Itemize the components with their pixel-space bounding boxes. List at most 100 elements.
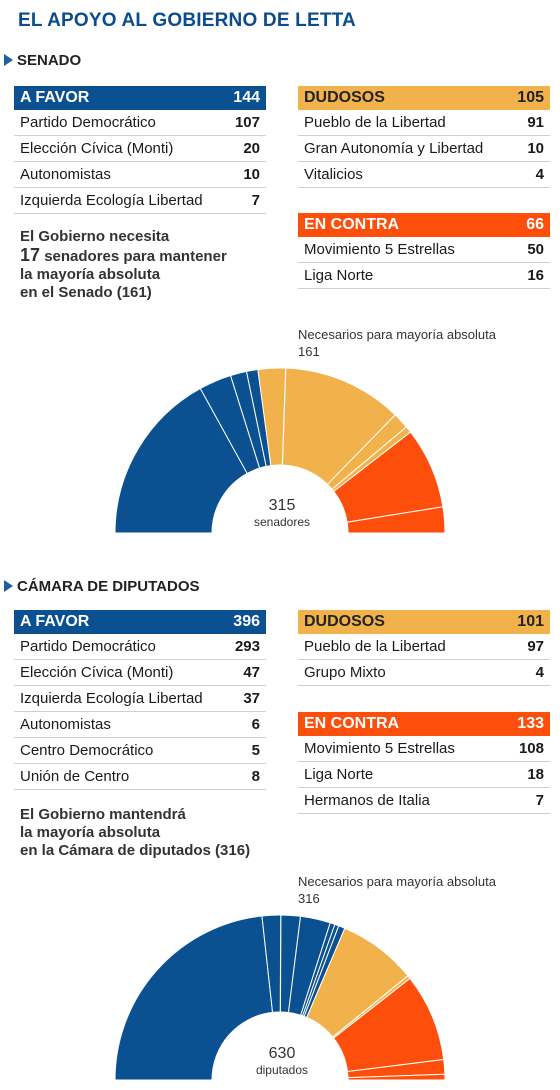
hemicycle-segment [347, 1073, 446, 1081]
majority-marker [281, 358, 287, 466]
senado-heading-label: SENADO [17, 52, 82, 69]
senado-contra-label: EN CONTRA [304, 216, 400, 233]
table-row: Pueblo de la Libertad 91 [298, 110, 550, 136]
needed-value: 316 [298, 891, 320, 906]
senado-favor-header: A FAVOR 144 [14, 86, 266, 110]
party-name: Vitalicios [304, 166, 363, 183]
senado-favor-label: A FAVOR [20, 89, 90, 106]
senado-unit: senadores [253, 515, 311, 529]
table-row: Izquierda Ecología Libertad 37 [14, 686, 266, 712]
table-row: Elección Cívica (Monti) 47 [14, 660, 266, 686]
party-seats: 20 [243, 140, 260, 157]
party-name: Unión de Centro [20, 768, 130, 785]
needed-label: Necesarios para mayoría absoluta [298, 874, 496, 889]
party-name: Hermanos de Italia [304, 792, 430, 809]
senado-dudosos-header: DUDOSOS 105 [298, 86, 550, 110]
camara-contra-header: EN CONTRA 133 [298, 712, 550, 736]
party-seats: 4 [535, 664, 544, 681]
table-row: Autonomistas 10 [14, 162, 266, 188]
senado-center: 315 senadores [222, 497, 342, 529]
party-name: Partido Democrático [20, 638, 156, 655]
party-seats: 7 [535, 792, 544, 809]
party-seats: 18 [527, 766, 544, 783]
party-seats: 50 [527, 241, 544, 258]
camara-favor-label: A FAVOR [20, 613, 90, 630]
senado-dudosos-label: DUDOSOS [304, 89, 385, 106]
senado-favor-total: 144 [233, 89, 260, 106]
note-line: en el Senado (161) [20, 284, 152, 301]
party-name: Gran Autonomía y Libertad [304, 140, 484, 157]
hemicycle-segment [114, 915, 274, 1081]
party-name: Movimiento 5 Estrellas [304, 241, 455, 258]
camara-dudosos-table: DUDOSOS 101 Pueblo de la Libertad 97 Grup… [298, 610, 550, 686]
camara-needed: Necesarios para mayoría absoluta 316 [298, 873, 496, 907]
senado-hemicycle [114, 358, 446, 534]
note-text: senadores para mantener [40, 248, 227, 265]
party-name: Autonomistas [20, 166, 111, 183]
needed-value: 161 [298, 344, 320, 359]
party-name: Movimiento 5 Estrellas [304, 740, 455, 757]
note-line: la mayoría absoluta [20, 824, 161, 841]
party-seats: 8 [251, 768, 260, 785]
camara-contra-total: 133 [517, 715, 544, 732]
camara-favor-total: 396 [233, 613, 260, 630]
party-seats: 7 [251, 192, 260, 209]
camara-note: El Gobierno mantendrá la mayoría absolut… [20, 806, 250, 860]
needed-label: Necesarios para mayoría absoluta [298, 327, 496, 342]
camara-heading: CÁMARA DE DIPUTADOS [4, 578, 200, 595]
table-row: Vitalicios 4 [298, 162, 550, 188]
camara-hemicycle [114, 905, 446, 1081]
table-row: Grupo Mixto 4 [298, 660, 550, 686]
table-row: Partido Democrático 107 [14, 110, 266, 136]
table-row: Centro Democrático 5 [14, 738, 266, 764]
camara-center: 630 diputados [222, 1045, 342, 1077]
majority-marker [279, 905, 282, 1013]
table-row: Partido Democrático 293 [14, 634, 266, 660]
party-seats: 16 [527, 267, 544, 284]
party-seats: 4 [535, 166, 544, 183]
note-line: El Gobierno mantendrá [20, 806, 186, 823]
senado-contra-table: EN CONTRA 66 Movimiento 5 Estrellas 50 Li… [298, 213, 550, 289]
party-seats: 97 [527, 638, 544, 655]
senado-dudosos-table: DUDOSOS 105 Pueblo de la Libertad 91 Gran… [298, 86, 550, 188]
camara-contra-table: EN CONTRA 133 Movimiento 5 Estrellas 108 … [298, 712, 550, 814]
party-name: Elección Cívica (Monti) [20, 664, 174, 681]
table-row: Elección Cívica (Monti) 20 [14, 136, 266, 162]
party-name: Elección Cívica (Monti) [20, 140, 174, 157]
hemicycle-segment [114, 387, 248, 534]
note-line: 17 senadores para mantener [20, 246, 227, 266]
camara-dudosos-total: 101 [517, 613, 544, 630]
senado-note: El Gobierno necesita 17 senadores para m… [20, 228, 227, 302]
party-seats: 91 [527, 114, 544, 131]
party-name: Grupo Mixto [304, 664, 386, 681]
section-arrow-icon [4, 54, 13, 66]
table-row: Hermanos de Italia 7 [298, 788, 550, 814]
senado-total: 315 [268, 497, 296, 514]
note-line: la mayoría absoluta [20, 266, 161, 283]
camara-total: 630 [268, 1045, 296, 1062]
party-seats: 47 [243, 664, 260, 681]
party-seats: 5 [251, 742, 260, 759]
camara-unit: diputados [255, 1063, 309, 1077]
party-seats: 10 [243, 166, 260, 183]
party-name: Liga Norte [304, 267, 374, 284]
table-row: Pueblo de la Libertad 97 [298, 634, 550, 660]
senado-needed: Necesarios para mayoría absoluta 161 [298, 326, 496, 360]
camara-dudosos-label: DUDOSOS [304, 613, 385, 630]
hemicycle-segment [346, 506, 446, 534]
party-name: Centro Democrático [20, 742, 154, 759]
table-row: Gran Autonomía y Libertad 10 [298, 136, 550, 162]
party-name: Partido Democrático [20, 114, 156, 131]
party-seats: 6 [251, 716, 260, 733]
senado-dudosos-total: 105 [517, 89, 544, 106]
table-row: Autonomistas 6 [14, 712, 266, 738]
camara-favor-header: A FAVOR 396 [14, 610, 266, 634]
senado-contra-total: 66 [526, 216, 544, 233]
senado-heading: SENADO [4, 52, 81, 69]
party-name: Izquierda Ecología Libertad [20, 192, 203, 209]
party-seats: 107 [234, 114, 260, 131]
party-seats: 293 [234, 638, 260, 655]
table-row: Liga Norte 18 [298, 762, 550, 788]
party-name: Liga Norte [304, 766, 374, 783]
note-line: en la Cámara de diputados (316) [20, 842, 251, 859]
